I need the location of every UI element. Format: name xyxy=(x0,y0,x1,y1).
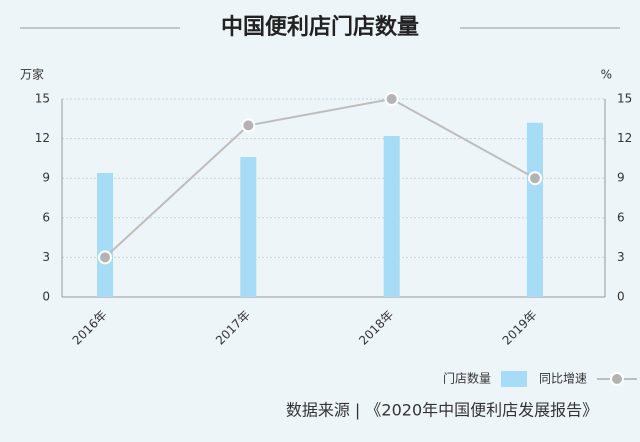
bar xyxy=(383,135,400,297)
y-tick-label: 15 xyxy=(35,92,50,106)
y-tick-label: 0 xyxy=(42,290,50,304)
chart-title: 中国便利店门店数量 xyxy=(221,14,419,40)
y-axis-label: 万家 xyxy=(20,67,44,82)
legend-label: 同比增速 xyxy=(539,372,587,386)
bar xyxy=(240,157,257,297)
y-tick-label: 12 xyxy=(35,131,50,145)
y2-tick-label: 0 xyxy=(617,290,625,304)
line-marker xyxy=(98,250,112,265)
y2-tick-label: 9 xyxy=(617,171,625,185)
y2-tick-label: 12 xyxy=(617,131,632,145)
bar xyxy=(526,122,543,297)
legend-label: 门店数量 xyxy=(443,371,491,386)
y-tick-label: 3 xyxy=(42,250,50,264)
line xyxy=(104,97,536,259)
y-tick-label: 9 xyxy=(42,171,50,185)
bar xyxy=(97,172,113,297)
line-marker xyxy=(241,118,256,133)
y2-tick-label: 3 xyxy=(617,250,625,264)
y-tick-label: 6 xyxy=(42,210,50,224)
legend-swatch xyxy=(610,372,624,386)
y2-tick-label: 6 xyxy=(617,210,625,224)
y2-axis-label: % xyxy=(601,68,612,82)
source: 数据来源 | 《2020年中国便利店发展报告》 xyxy=(286,401,598,420)
line-marker xyxy=(527,171,542,186)
legend-swatch xyxy=(501,371,527,387)
line-marker xyxy=(384,92,399,106)
y2-tick-label: 15 xyxy=(617,92,632,106)
